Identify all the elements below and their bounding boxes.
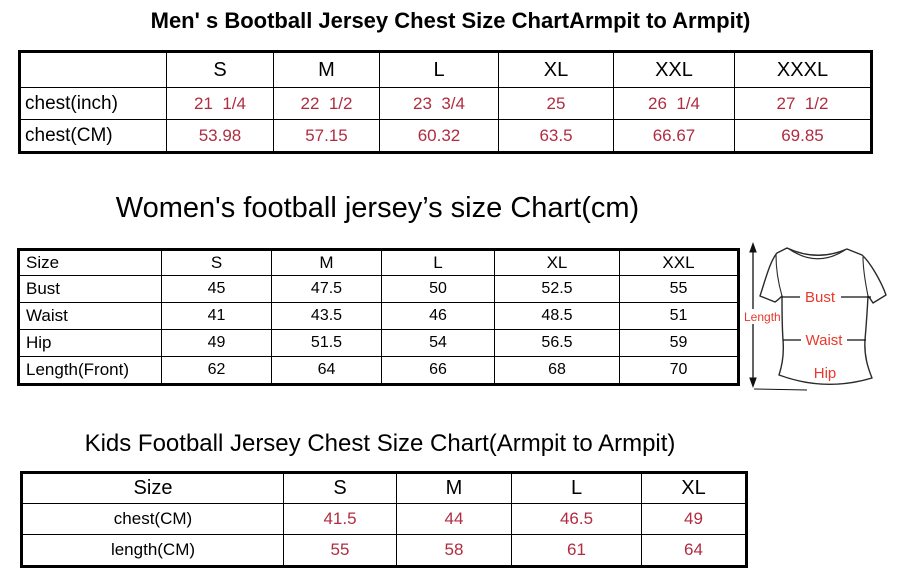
size-value-cell: 56.5 [494, 329, 620, 357]
row-label: chest(inch) [19, 87, 167, 120]
table-row: chest(CM) 41.5 44 46.5 49 [21, 503, 747, 535]
column-header: XXL [619, 249, 739, 276]
tshirt-outline [759, 247, 887, 385]
size-value-cell: 55 [619, 275, 739, 303]
men-size-table: S M L XL XXL XXXL chest(inch) 21 1/4 22 … [18, 50, 873, 154]
column-header: XXXL [734, 51, 872, 88]
size-value-cell: 48.5 [494, 302, 620, 330]
size-value-cell: 44 [396, 503, 512, 535]
size-value-cell: 53.98 [166, 119, 274, 153]
size-value-cell: 51 [619, 302, 739, 330]
kids-chart-title: Kids Football Jersey Chest Size Chart(Ar… [84, 430, 676, 457]
waist-label: Waist [806, 332, 844, 349]
row-label: Length(Front) [18, 356, 162, 385]
column-header: Size [21, 472, 284, 504]
column-header: L [511, 472, 642, 504]
column-header: M [273, 51, 380, 88]
column-header [19, 51, 167, 88]
kids-size-table: Size S M L XL chest(CM) 41.5 44 46.5 49 … [20, 471, 748, 568]
size-value-cell: 64 [271, 356, 382, 385]
size-value-cell: 46 [381, 302, 495, 330]
size-value-cell: 22 1/2 [273, 87, 380, 120]
size-value-cell: 51.5 [271, 329, 382, 357]
bust-label: Bust [805, 289, 836, 306]
column-header: XXL [613, 51, 735, 88]
size-value-cell: 63.5 [498, 119, 614, 153]
table-row: chest(CM) 53.98 57.15 60.32 63.5 66.67 6… [19, 119, 872, 153]
row-label: chest(CM) [21, 503, 284, 535]
size-value-cell: 68 [494, 356, 620, 385]
length-label-backdrop [743, 309, 779, 324]
collar-inner-line [788, 248, 846, 260]
column-header: M [396, 472, 512, 504]
size-value-cell: 60.32 [379, 119, 499, 153]
size-value-cell: 46.5 [511, 503, 642, 535]
size-value-cell: 69.85 [734, 119, 872, 153]
size-value-cell: 41 [161, 302, 272, 330]
size-value-cell: 54 [381, 329, 495, 357]
size-value-cell: 49 [161, 329, 272, 357]
men-chart-title: Men' s Bootball Jersey Chest Size ChartA… [150, 8, 751, 33]
size-value-cell: 58 [396, 534, 512, 567]
table-row: Bust 45 47.5 50 52.5 55 [18, 275, 739, 303]
column-header: XL [498, 51, 614, 88]
table-row: Hip 49 51.5 54 56.5 59 [18, 329, 739, 357]
size-value-cell: 59 [619, 329, 739, 357]
size-value-cell: 47.5 [271, 275, 382, 303]
size-value-cell: 21 1/4 [166, 87, 274, 120]
right-sleeve-seam [862, 256, 869, 297]
size-value-cell: 25 [498, 87, 614, 120]
hip-label: Hip [814, 365, 837, 382]
table-row: Waist 41 43.5 46 48.5 51 [18, 302, 739, 330]
column-header: XL [641, 472, 747, 504]
size-value-cell: 26 1/4 [613, 87, 735, 120]
size-value-cell: 66 [381, 356, 495, 385]
left-sleeve-seam [775, 254, 783, 297]
column-header: S [161, 249, 272, 276]
women-chart-title: Women's football jersey’s size Chart(cm) [115, 192, 640, 224]
women-size-table: Size S M L XL XXL Bust 45 47.5 50 52.5 5… [17, 248, 740, 386]
row-label: Hip [18, 329, 162, 357]
length-label: Length [744, 310, 781, 324]
table-header-row: S M L XL XXL XXXL [19, 51, 872, 88]
row-label: length(CM) [21, 534, 284, 567]
size-value-cell: 27 1/2 [734, 87, 872, 120]
size-value-cell: 57.15 [273, 119, 380, 153]
column-header: Size [18, 249, 162, 276]
size-value-cell: 52.5 [494, 275, 620, 303]
size-value-cell: 62 [161, 356, 272, 385]
size-value-cell: 49 [641, 503, 747, 535]
table-header-row: Size S M L XL [21, 472, 747, 504]
size-value-cell: 41.5 [283, 503, 397, 535]
column-header: S [166, 51, 274, 88]
column-header: L [379, 51, 499, 88]
column-header: L [381, 249, 495, 276]
size-value-cell: 45 [161, 275, 272, 303]
column-header: M [271, 249, 382, 276]
size-value-cell: 61 [511, 534, 642, 567]
table-header-row: Size S M L XL XXL [18, 249, 739, 276]
size-value-cell: 50 [381, 275, 495, 303]
size-value-cell: 43.5 [271, 302, 382, 330]
size-value-cell: 23 3/4 [379, 87, 499, 120]
table-row: Length(Front) 62 64 66 68 70 [18, 356, 739, 385]
size-value-cell: 70 [619, 356, 739, 385]
table-row: chest(inch) 21 1/4 22 1/2 23 3/4 25 26 1… [19, 87, 872, 120]
row-label: Waist [18, 302, 162, 330]
row-label: Bust [18, 275, 162, 303]
column-header: XL [494, 249, 620, 276]
column-header: S [283, 472, 397, 504]
row-label: chest(CM) [19, 119, 167, 153]
tshirt-measurement-diagram: Bust Waist Hip Length [743, 242, 887, 391]
size-value-cell: 55 [283, 534, 397, 567]
table-row: length(CM) 55 58 61 64 [21, 534, 747, 567]
size-value-cell: 66.67 [613, 119, 735, 153]
size-value-cell: 64 [641, 534, 747, 567]
